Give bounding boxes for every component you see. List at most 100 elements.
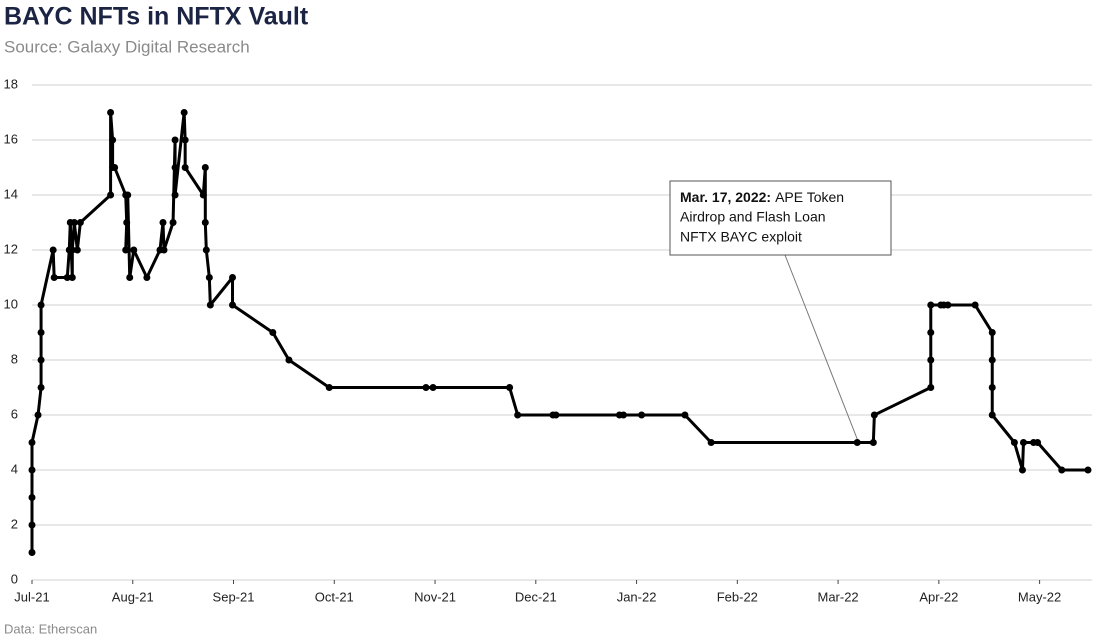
y-tick-label: 18 — [4, 76, 18, 91]
data-point — [70, 219, 78, 226]
data-point — [37, 329, 45, 336]
data-point — [1010, 439, 1018, 446]
data-point — [927, 384, 935, 391]
chart-subtitle: Source: Galaxy Digital Research — [4, 37, 250, 56]
data-point — [159, 219, 167, 226]
data-point — [927, 329, 935, 336]
data-point — [171, 136, 179, 144]
annotation-leader — [784, 254, 859, 442]
x-tick-label: Feb-22 — [717, 589, 758, 604]
y-tick-label: 6 — [11, 406, 18, 421]
data-point — [205, 274, 213, 281]
data-point — [143, 274, 151, 281]
y-tick-label: 0 — [11, 571, 18, 586]
x-tick-label: Aug-21 — [112, 589, 154, 604]
data-point — [122, 246, 130, 254]
x-tick-label: Jul-21 — [14, 589, 49, 604]
data-point — [201, 164, 209, 171]
x-tick-label: Nov-21 — [414, 589, 456, 604]
data-point — [619, 411, 627, 419]
annotation-line: NFTX BAYC exploit — [680, 229, 802, 245]
data-point — [269, 329, 277, 336]
data-point — [202, 246, 210, 254]
data-point — [429, 384, 437, 391]
data-point — [1084, 466, 1092, 474]
data-point — [988, 411, 996, 419]
data-point — [37, 356, 45, 364]
data-point — [109, 136, 117, 144]
data-point — [171, 164, 179, 171]
data-point — [171, 191, 179, 199]
data-point — [229, 274, 237, 281]
data-point — [506, 384, 514, 391]
data-point — [34, 411, 42, 419]
annotation-line: APE Token — [775, 189, 844, 205]
data-point — [68, 246, 76, 254]
plot — [28, 109, 1092, 556]
x-tick-label: Oct-21 — [315, 589, 354, 604]
y-tick-label: 16 — [4, 131, 18, 146]
data-point — [63, 274, 71, 281]
x-tick-label: May-22 — [1018, 589, 1061, 604]
data-point — [552, 411, 560, 419]
data-point — [988, 384, 996, 391]
data-point — [76, 219, 84, 226]
data-point — [181, 136, 189, 144]
annotation-text: Mar. 17, 2022: APE Token — [680, 189, 844, 205]
data-point — [107, 109, 115, 116]
data-point — [927, 356, 935, 364]
ticks: 0 2 4 6 8 10 12 14 16 18 Jul-21 Aug-21 Sep-21 Oct-21 N… — [4, 76, 1062, 604]
data-point — [988, 329, 996, 336]
data-point — [707, 439, 715, 446]
data-point — [869, 439, 877, 446]
data-point — [123, 219, 131, 226]
y-tick-label: 12 — [4, 241, 18, 256]
data-point — [1018, 466, 1026, 474]
y-tick-label: 2 — [11, 516, 18, 531]
y-tick-label: 14 — [4, 186, 18, 201]
data-point — [28, 549, 36, 556]
data-point — [206, 301, 214, 309]
data-point — [1058, 466, 1066, 474]
annotation-box — [669, 180, 892, 256]
footer: Data: Etherscan — [4, 621, 97, 636]
data-point — [28, 466, 36, 474]
data-point — [130, 246, 138, 254]
data-point — [73, 246, 81, 254]
data-point — [124, 191, 132, 199]
data-point — [160, 246, 168, 254]
data-point — [1019, 439, 1027, 446]
data-point — [28, 439, 36, 446]
y-tick-label: 4 — [11, 461, 18, 476]
data-point — [180, 109, 188, 116]
data-point — [285, 356, 293, 364]
data-point — [870, 411, 878, 419]
data-point — [199, 191, 207, 199]
x-tick-label: Apr-22 — [919, 589, 958, 604]
data-point — [229, 301, 237, 309]
data-point — [681, 411, 689, 419]
data-point — [37, 384, 45, 391]
data-point — [28, 521, 36, 529]
data-point — [181, 164, 189, 171]
data-point — [514, 411, 522, 419]
data-point — [201, 219, 209, 226]
y-tick-label: 10 — [4, 296, 18, 311]
data-point — [28, 494, 36, 501]
data-point — [971, 301, 979, 309]
y-tick-label: 8 — [11, 351, 18, 366]
data-point — [1034, 439, 1042, 446]
data-point — [37, 301, 45, 309]
data-point — [853, 439, 861, 446]
data-point — [169, 219, 177, 226]
data-point — [944, 301, 952, 309]
data-point — [50, 274, 58, 281]
data-point — [107, 191, 115, 199]
data-point — [927, 301, 935, 309]
annotation-line: Airdrop and Flash Loan — [680, 209, 826, 225]
data-point — [638, 411, 646, 419]
x-tick-label: Mar-22 — [817, 589, 858, 604]
data-point — [111, 164, 119, 171]
data-point — [49, 246, 57, 254]
